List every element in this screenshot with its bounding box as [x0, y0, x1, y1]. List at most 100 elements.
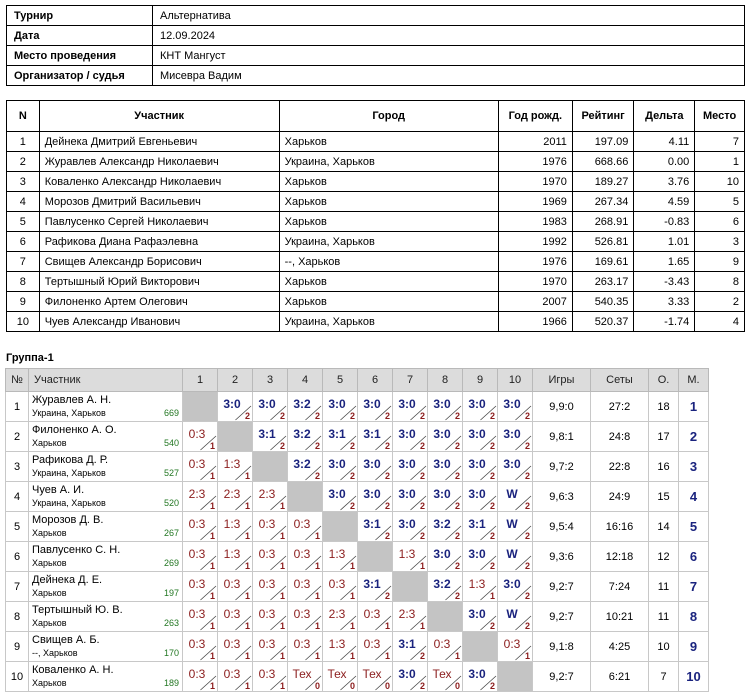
diagonal-slash [480, 675, 497, 691]
participant-cell: Павлусенко Сергей Николаевич [38, 211, 280, 232]
match-cell: Тех 0 [427, 661, 463, 692]
match-score: 3:0 [363, 487, 381, 501]
participant-cell: 3 [694, 231, 745, 252]
match-score: 1:3 [398, 547, 416, 561]
diagonal-slash [200, 465, 217, 481]
match-points: 2 [454, 591, 460, 601]
match-cell: 3:0 2 [497, 421, 533, 452]
sets-stat: 4:25 [590, 631, 649, 662]
games-stat: 9,2:7 [532, 601, 591, 632]
player-rating: 189 [163, 678, 179, 688]
match-score: 2:3 [398, 607, 416, 621]
match-points: 2 [524, 471, 530, 481]
match-cell: 0:3 1 [252, 511, 288, 542]
match-score: 1:3 [468, 577, 486, 591]
crosstable-row: 3 Рафикова Д. Р. Украина, Харьков 527 0:3 1 1:… [5, 451, 709, 482]
match-cell: 3:0 2 [252, 391, 288, 422]
row-number: 8 [5, 601, 29, 632]
match-cell: 1:3 1 [322, 541, 358, 572]
place-stat: 5 [678, 511, 709, 542]
match-score: 3:0 [468, 667, 486, 681]
match-points: 1 [209, 681, 215, 691]
match-score: 3:2 [433, 517, 451, 531]
row-number: 3 [5, 451, 29, 482]
participant-cell: 6 [694, 211, 745, 232]
match-score: 3:1 [398, 637, 416, 651]
diagonal-slash [305, 645, 322, 661]
match-score: Тех [362, 667, 382, 681]
diagonal-slash [340, 675, 357, 691]
row-number: 9 [5, 631, 29, 662]
match-score: 0:3 [363, 607, 381, 621]
diagonal-slash [375, 675, 392, 691]
match-cell: 3:1 2 [392, 631, 428, 662]
participant-cell: 7 [6, 251, 40, 272]
player-city: Харьков [32, 618, 67, 628]
match-points: 1 [314, 591, 320, 601]
participant-row: 7 Свищев Александр Борисович --, Харьков 19… [6, 251, 745, 272]
diagonal-slash [305, 615, 322, 631]
match-score: 0:3 [293, 577, 311, 591]
diagonal-slash [410, 645, 427, 661]
match-points: 2 [314, 471, 320, 481]
player-meta: Украина, Харьков 669 [32, 407, 179, 419]
participant-cell: Дейнека Дмитрий Евгеньевич [38, 131, 280, 152]
match-points: 1 [244, 561, 250, 571]
diagonal-slash [340, 435, 357, 451]
participant-cell: 7 [694, 131, 745, 152]
diagonal-slash [270, 525, 287, 541]
match-cell: 0:3 1 [182, 661, 218, 692]
participant-cell: 4.11 [633, 131, 696, 152]
diagonal-slash [235, 585, 252, 601]
group-title: Группа-1 [6, 352, 54, 364]
match-points: 2 [314, 411, 320, 421]
match-cell: 3:0 2 [462, 451, 498, 482]
participant-cell: 1 [6, 131, 40, 152]
info-row: Дата 12.09.2024 [6, 25, 745, 46]
player-city: Харьков [32, 558, 67, 568]
player-city: Харьков [32, 528, 67, 538]
match-points: 1 [244, 651, 250, 661]
match-cell: 3:1 2 [322, 421, 358, 452]
info-value: Мисевра Вадим [152, 65, 745, 86]
diagonal-cell [462, 631, 498, 662]
match-score: 1:3 [223, 457, 241, 471]
match-points: 2 [489, 561, 495, 571]
diagonal-slash [410, 615, 427, 631]
crosstable-col-header: 9 [462, 368, 498, 392]
match-cell: 3:0 2 [462, 661, 498, 692]
info-value: Альтернатива [152, 5, 745, 26]
diagonal-slash [515, 555, 532, 571]
place-stat: 8 [678, 601, 709, 632]
participant-cell: 2011 [497, 131, 573, 152]
crosstable-col-header: 7 [392, 368, 428, 392]
match-score: 0:3 [258, 637, 276, 651]
player-meta: Харьков 189 [32, 677, 179, 689]
match-score: 2:3 [328, 607, 346, 621]
sets-stat: 12:18 [590, 541, 649, 572]
match-score: W [506, 547, 518, 561]
match-score: 3:1 [468, 517, 486, 531]
match-points: 2 [279, 411, 285, 421]
match-cell: 3:0 2 [462, 421, 498, 452]
match-points: 1 [209, 561, 215, 571]
match-cell: 1:3 1 [462, 571, 498, 602]
match-score: 2:3 [258, 487, 276, 501]
place-stat: 10 [678, 661, 709, 692]
participant-cell: Журавлев Александр Николаевич [38, 151, 280, 172]
match-cell: 1:3 1 [392, 541, 428, 572]
match-points: 2 [314, 441, 320, 451]
match-cell: 3:1 2 [252, 421, 288, 452]
points-stat: 11 [648, 571, 679, 602]
match-cell: 0:3 1 [182, 601, 218, 632]
match-score: 3:0 [433, 457, 451, 471]
crosstable-row: 7 Дейнека Д. Е. Харьков 197 0:3 1 0:3 1 0:3 1 0:3 1… [5, 571, 709, 602]
sets-stat: 24:9 [590, 481, 649, 512]
diagonal-slash [515, 495, 532, 511]
match-cell: 2:3 1 [217, 481, 253, 512]
crosstable-row: 1 Журавлев А. Н. Украина, Харьков 669 3:0 2 3:… [5, 391, 709, 422]
sets-stat: 10:21 [590, 601, 649, 632]
